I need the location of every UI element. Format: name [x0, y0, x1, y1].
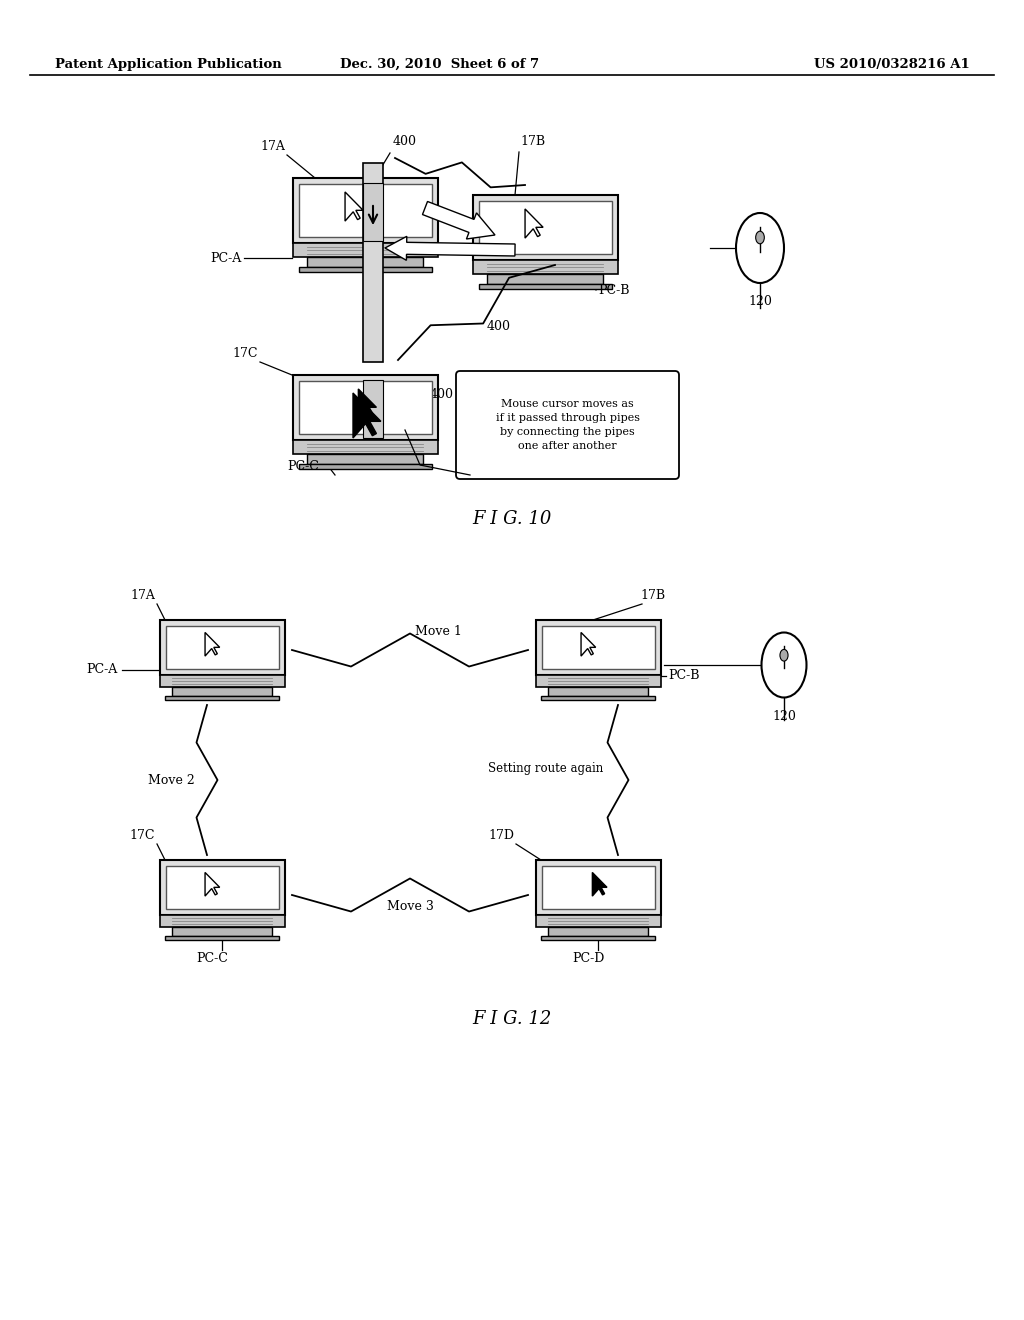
- Bar: [541, 936, 655, 940]
- Text: 120: 120: [772, 710, 796, 723]
- Polygon shape: [423, 202, 495, 239]
- Text: Setting route again: Setting route again: [487, 762, 603, 775]
- Polygon shape: [592, 873, 607, 896]
- Text: PC-A: PC-A: [211, 252, 242, 264]
- Bar: [293, 440, 438, 454]
- Bar: [299, 267, 432, 272]
- FancyBboxPatch shape: [456, 371, 679, 479]
- Text: Mouse cursor moves as
if it passed through pipes
by connecting the pipes
one aft: Mouse cursor moves as if it passed throu…: [496, 399, 640, 451]
- Bar: [473, 260, 618, 275]
- Ellipse shape: [756, 231, 764, 244]
- Bar: [293, 243, 438, 257]
- Text: 17C: 17C: [129, 829, 155, 842]
- Bar: [160, 620, 285, 675]
- Text: 17A: 17A: [130, 589, 155, 602]
- Bar: [473, 195, 618, 260]
- Polygon shape: [362, 162, 383, 362]
- Text: US 2010/0328216 A1: US 2010/0328216 A1: [814, 58, 970, 71]
- Text: 400: 400: [487, 319, 511, 333]
- Text: 400: 400: [393, 135, 417, 148]
- Bar: [487, 275, 603, 284]
- Polygon shape: [525, 209, 543, 238]
- Text: F I G. 12: F I G. 12: [472, 1010, 552, 1028]
- Polygon shape: [345, 191, 364, 220]
- Bar: [293, 375, 438, 440]
- Text: 120: 120: [749, 294, 772, 308]
- Bar: [165, 696, 279, 700]
- Bar: [172, 686, 272, 696]
- Bar: [299, 465, 432, 469]
- Text: 17A: 17A: [260, 140, 285, 153]
- Bar: [548, 927, 648, 936]
- Bar: [542, 866, 655, 909]
- Text: 17C: 17C: [232, 347, 258, 360]
- Bar: [541, 696, 655, 700]
- Bar: [548, 686, 648, 696]
- Bar: [166, 866, 279, 909]
- Bar: [536, 675, 662, 686]
- Text: 17B: 17B: [640, 589, 666, 602]
- Polygon shape: [581, 632, 596, 656]
- Bar: [542, 626, 655, 669]
- Polygon shape: [205, 632, 220, 656]
- Ellipse shape: [762, 632, 807, 697]
- Bar: [160, 861, 285, 915]
- Text: PC-D: PC-D: [571, 952, 604, 965]
- Bar: [362, 380, 383, 438]
- Polygon shape: [353, 393, 381, 438]
- Bar: [172, 927, 272, 936]
- Text: Move 1: Move 1: [415, 624, 462, 638]
- Text: 17D: 17D: [488, 829, 514, 842]
- Text: F I G. 10: F I G. 10: [472, 510, 552, 528]
- Bar: [160, 675, 285, 686]
- Ellipse shape: [780, 649, 788, 661]
- Text: Dec. 30, 2010  Sheet 6 of 7: Dec. 30, 2010 Sheet 6 of 7: [340, 58, 540, 71]
- Bar: [479, 201, 612, 253]
- Polygon shape: [385, 236, 515, 260]
- Text: Patent Application Publication: Patent Application Publication: [55, 58, 282, 71]
- Bar: [166, 626, 279, 669]
- Bar: [307, 257, 423, 267]
- Bar: [299, 381, 432, 434]
- Bar: [299, 183, 432, 238]
- Ellipse shape: [736, 213, 784, 282]
- Text: 17B: 17B: [520, 135, 545, 148]
- Text: Move 2: Move 2: [148, 774, 195, 787]
- Polygon shape: [358, 389, 377, 418]
- Text: PC-B: PC-B: [668, 669, 699, 682]
- Bar: [160, 915, 285, 927]
- Polygon shape: [205, 873, 220, 896]
- Text: PC-C: PC-C: [287, 459, 318, 473]
- Bar: [362, 183, 383, 242]
- Bar: [536, 861, 662, 915]
- Bar: [293, 178, 438, 243]
- Bar: [536, 915, 662, 927]
- Bar: [479, 284, 612, 289]
- Text: 400: 400: [430, 388, 454, 401]
- Bar: [536, 620, 662, 675]
- Bar: [165, 936, 279, 940]
- Text: PC-C: PC-C: [196, 952, 228, 965]
- Bar: [307, 454, 423, 465]
- Text: PC-A: PC-A: [87, 663, 118, 676]
- Text: PC-B: PC-B: [598, 284, 630, 297]
- Text: Move 3: Move 3: [387, 900, 433, 913]
